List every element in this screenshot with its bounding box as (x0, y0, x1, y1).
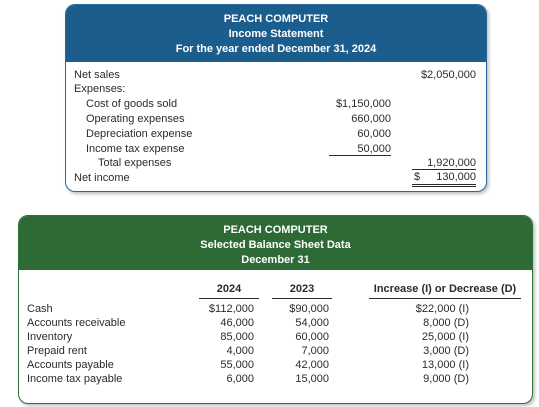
row-change-value: 9,000 (D) (423, 373, 469, 385)
net-income-value: 130,000 (436, 171, 476, 183)
is-period: For the year ended December 31, 2024 (175, 43, 377, 55)
row-2023-value: $90,000 (289, 303, 329, 315)
row-change-value: 25,000 (I) (421, 331, 469, 343)
column-header-2023: 2023 (289, 283, 315, 295)
bs-company-name: PEACH COMPUTER (223, 224, 328, 236)
expense-value: 60,000 (357, 128, 391, 140)
row-change-value: 3,000 (D) (423, 345, 469, 357)
expense-label: Operating expenses (86, 113, 185, 125)
row-2024-value: 4,000 (226, 345, 254, 357)
income-statement-header: PEACH COMPUTER Income Statement For the … (66, 5, 486, 62)
row-2024-value: $112,000 (208, 303, 254, 315)
row-change-value: $22,000 (I) (415, 303, 469, 315)
column-header-change: Increase (I) or Decrease (D) (373, 283, 517, 295)
net-income-label: Net income (74, 172, 130, 184)
row-2023-value: 7,000 (301, 345, 329, 357)
income-statement-card: PEACH COMPUTER Income Statement For the … (65, 4, 487, 192)
row-2024-value: 46,000 (220, 317, 254, 329)
row-2024-value: 6,000 (226, 373, 254, 385)
is-title: Income Statement (228, 28, 324, 40)
row-2024-value: 85,000 (220, 331, 254, 343)
net-sales-label: Net sales (74, 69, 120, 81)
expense-value: $1,150,000 (335, 98, 391, 110)
column-rule (272, 298, 332, 299)
expense-label: Depreciation expense (86, 128, 193, 140)
column-header-2024: 2024 (216, 283, 242, 295)
row-2023-value: 60,000 (295, 331, 329, 343)
net-income-amount: $ 130,000 (412, 171, 476, 187)
row-label: Accounts receivable (27, 317, 126, 329)
row-label: Inventory (27, 331, 73, 343)
bs-date: December 31 (241, 254, 310, 266)
row-label: Accounts payable (27, 359, 114, 371)
is-company-name: PEACH COMPUTER (223, 13, 329, 25)
row-2023-value: 15,000 (295, 373, 329, 385)
row-2023-value: 42,000 (295, 359, 329, 371)
row-label: Prepaid rent (27, 345, 87, 357)
total-expenses-label: Total expenses (98, 157, 172, 169)
net-income-dollar-sign: $ (414, 171, 421, 183)
row-2023-value: 54,000 (295, 317, 329, 329)
expenses-label: Expenses: (74, 83, 126, 95)
row-change-value: 13,000 (I) (421, 359, 469, 371)
balance-sheet-card: PEACH COMPUTER Selected Balance Sheet Da… (18, 215, 533, 404)
row-change-value: 8,000 (D) (423, 317, 469, 329)
total-expenses-value: 1,920,000 (412, 157, 476, 170)
expense-value: 50,000 (329, 143, 391, 156)
bs-title: Selected Balance Sheet Data (200, 239, 351, 251)
expense-value: 660,000 (351, 113, 391, 125)
expense-label: Income tax expense (86, 143, 185, 155)
column-rule (199, 298, 259, 299)
balance-sheet-header: PEACH COMPUTER Selected Balance Sheet Da… (19, 216, 532, 270)
row-label: Cash (27, 303, 53, 315)
net-sales-value: $2,050,000 (420, 69, 476, 81)
expense-label: Cost of goods sold (86, 98, 178, 110)
column-rule (369, 298, 521, 299)
row-2024-value: 55,000 (220, 359, 254, 371)
row-label: Income tax payable (27, 373, 123, 385)
